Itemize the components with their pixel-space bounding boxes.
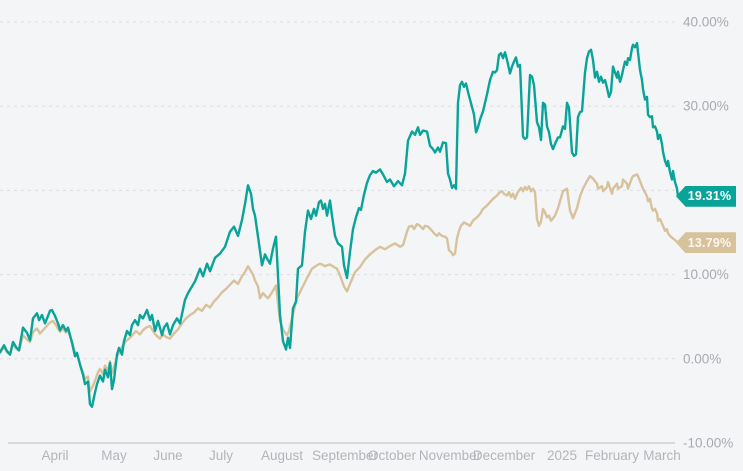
x-axis-label: July [209, 448, 233, 463]
x-axis-label: April [41, 448, 68, 463]
last-value-label-tan: 13.79% [687, 235, 732, 250]
x-axis-label: May [101, 448, 127, 463]
x-axis-label: December [473, 448, 536, 463]
y-axis-label: -10.00% [683, 436, 733, 451]
last-value-label-teal: 19.31% [687, 189, 732, 204]
last-value-badge-tan: 13.79% [676, 232, 736, 254]
series-line-series-tan[interactable] [0, 173, 680, 393]
x-axis-label: 2025 [547, 448, 577, 463]
x-axis-label: October [368, 448, 417, 463]
x-axis-label: August [261, 448, 303, 463]
y-axis-label: 0.00% [683, 351, 721, 366]
last-value-badge-teal: 19.31% [676, 185, 736, 207]
x-axis-label: September [312, 448, 379, 463]
y-axis-label: 30.00% [683, 99, 729, 114]
x-axis-label: June [153, 448, 182, 463]
x-axis-label: March [643, 448, 681, 463]
y-axis-label: 10.00% [683, 267, 729, 282]
x-axis-label: November [419, 448, 482, 463]
y-axis-label: 40.00% [683, 15, 729, 30]
series-line-series-teal[interactable] [0, 41, 680, 408]
x-axis-label: February [585, 448, 639, 463]
